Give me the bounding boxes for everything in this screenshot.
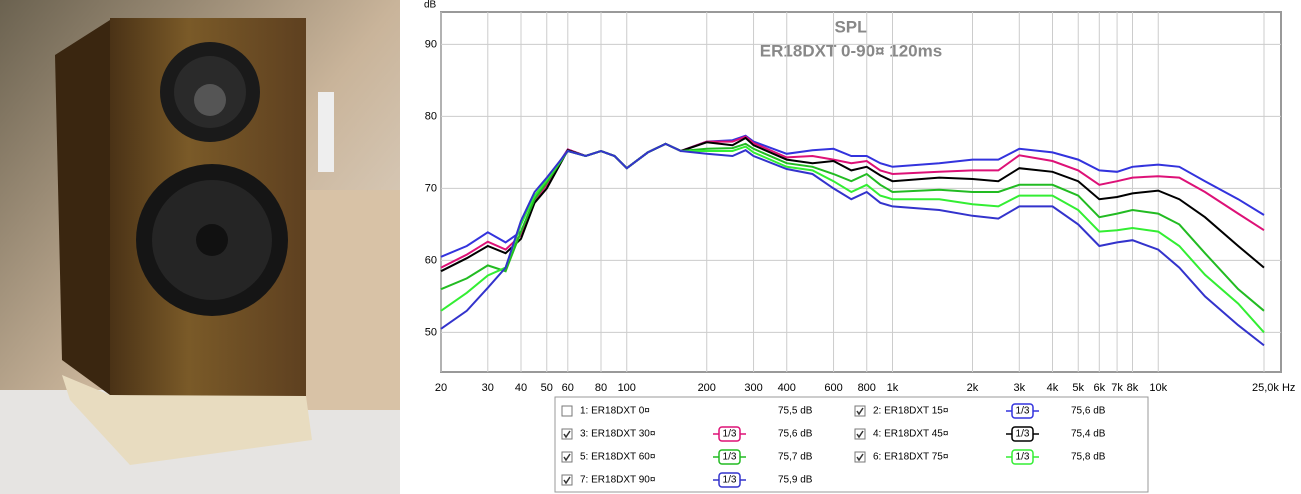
legend-icon bbox=[718, 472, 741, 488]
legend-level: 75,6 dB bbox=[778, 429, 813, 440]
legend-label: 3: ER18DXT 30¤ bbox=[580, 429, 656, 440]
x-tick-label: 20 bbox=[435, 382, 447, 394]
legend-label: 6: ER18DXT 75¤ bbox=[873, 452, 949, 463]
legend-smoothing: 1/3 bbox=[1016, 429, 1030, 440]
legend-smoothing: 1/3 bbox=[1016, 406, 1030, 417]
y-tick-label: 60 bbox=[425, 254, 437, 266]
x-tick-label: 300 bbox=[744, 382, 762, 394]
y-tick-label: 80 bbox=[425, 110, 437, 122]
x-tick-label: 5k bbox=[1072, 382, 1084, 394]
legend-checkbox bbox=[561, 428, 573, 440]
legend-icon bbox=[1011, 426, 1034, 442]
legend-check bbox=[563, 453, 571, 462]
legend-icon bbox=[1011, 403, 1034, 419]
legend-check bbox=[563, 430, 571, 439]
plot-frame bbox=[440, 11, 1282, 373]
legend-label: 5: ER18DXT 60¤ bbox=[580, 452, 656, 463]
x-tick-label: 25,0k Hz bbox=[1252, 382, 1295, 394]
x-tick-label: 6k bbox=[1093, 382, 1105, 394]
legend-label: 2: ER18DXT 15¤ bbox=[873, 406, 949, 417]
legend-checkbox bbox=[561, 405, 573, 417]
legend-checkbox bbox=[854, 451, 866, 463]
x-tick-label: 2k bbox=[967, 382, 979, 394]
legend-level: 75,6 dB bbox=[1071, 406, 1106, 417]
x-tick-label: 200 bbox=[698, 382, 716, 394]
y-tick-label: 90 bbox=[425, 38, 437, 50]
x-tick-label: 400 bbox=[778, 382, 796, 394]
legend-level: 75,8 dB bbox=[1071, 452, 1106, 463]
legend-icon bbox=[718, 426, 741, 442]
series-line bbox=[440, 142, 1265, 347]
speaker-photo bbox=[0, 0, 400, 494]
x-tick-label: 100 bbox=[618, 382, 636, 394]
legend-smoothing: 1/3 bbox=[1016, 452, 1030, 463]
legend-checkbox bbox=[854, 405, 866, 417]
legend-check bbox=[856, 453, 864, 462]
x-tick-label: 10k bbox=[1149, 382, 1167, 394]
legend-level: 75,5 dB bbox=[778, 406, 813, 417]
legend-level: 75,4 dB bbox=[1071, 429, 1106, 440]
chart-title: SPL bbox=[834, 17, 867, 36]
series-line bbox=[440, 136, 1265, 273]
legend-icon bbox=[718, 449, 741, 465]
x-tick-label: 600 bbox=[824, 382, 842, 394]
chart-subtitle: ER18DXT 0-90¤ 120ms bbox=[760, 41, 942, 60]
x-tick-label: 3k bbox=[1013, 382, 1025, 394]
legend-label: 7: ER18DXT 90¤ bbox=[580, 475, 656, 486]
x-tick-label: 1k bbox=[887, 382, 899, 394]
legend-label: 1: ER18DXT 0¤ bbox=[580, 406, 650, 417]
legend-label: 4: ER18DXT 45¤ bbox=[873, 429, 949, 440]
legend-smoothing: 1/3 bbox=[723, 452, 737, 463]
legend-checkbox bbox=[561, 451, 573, 463]
legend-level: 75,9 dB bbox=[778, 475, 813, 486]
legend-check bbox=[563, 476, 571, 485]
legend-check bbox=[856, 407, 864, 416]
y-axis-label: dB bbox=[424, 0, 437, 11]
x-tick-label: 800 bbox=[858, 382, 876, 394]
x-tick-label: 7k bbox=[1111, 382, 1123, 394]
y-tick-label: 70 bbox=[425, 182, 437, 194]
legend-icon bbox=[1011, 449, 1034, 465]
x-tick-label: 8k bbox=[1127, 382, 1139, 394]
x-tick-label: 4k bbox=[1047, 382, 1059, 394]
x-tick-label: 40 bbox=[515, 382, 527, 394]
legend-checkbox bbox=[561, 474, 573, 486]
x-tick-label: 60 bbox=[562, 382, 574, 394]
x-tick-label: 30 bbox=[482, 382, 494, 394]
legend bbox=[554, 396, 1149, 493]
legend-check bbox=[856, 430, 864, 439]
legend-smoothing: 1/3 bbox=[723, 429, 737, 440]
y-tick-label: 50 bbox=[425, 326, 437, 338]
x-tick-label: 80 bbox=[595, 382, 607, 394]
legend-smoothing: 1/3 bbox=[723, 475, 737, 486]
legend-checkbox bbox=[854, 428, 866, 440]
x-tick-label: 50 bbox=[541, 382, 553, 394]
legend-level: 75,7 dB bbox=[778, 452, 813, 463]
